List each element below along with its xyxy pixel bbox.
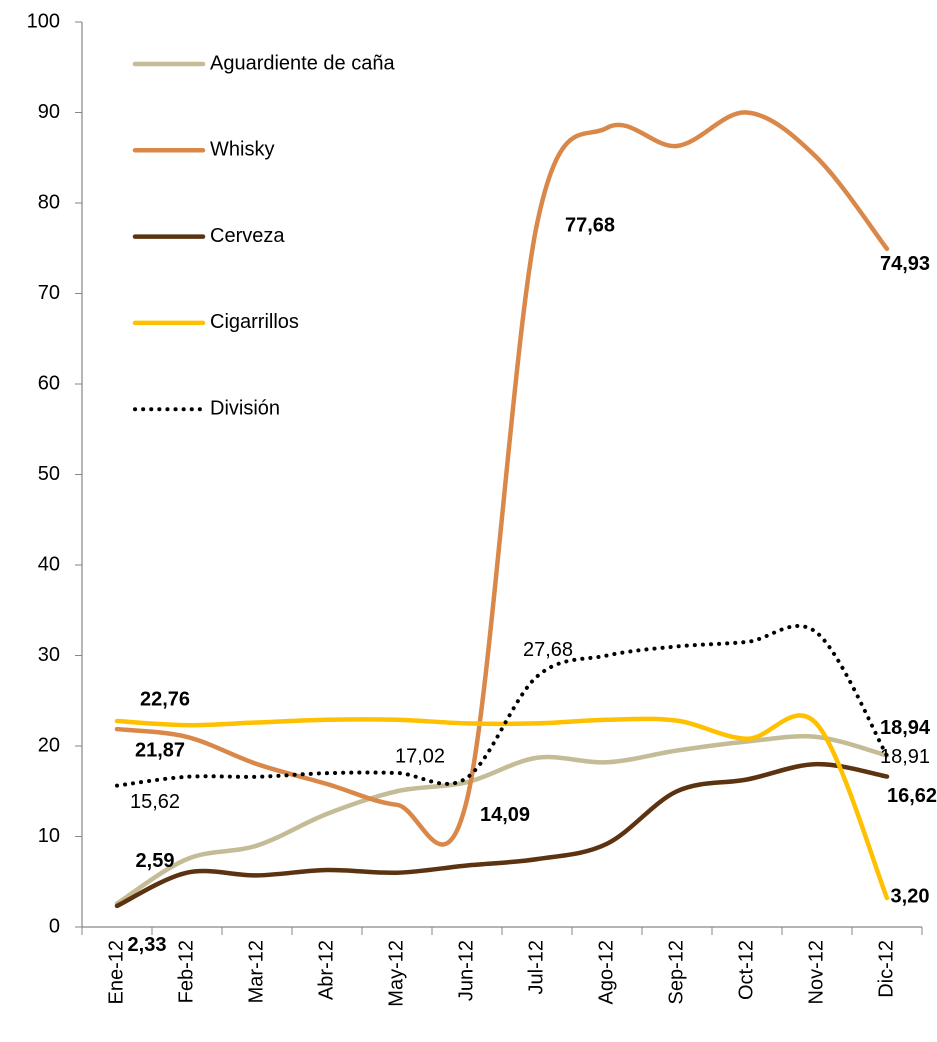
data-label: 18,94	[880, 717, 931, 739]
x-tick-label: Ago-12	[595, 940, 617, 1005]
legend-label: Cigarrillos	[210, 311, 299, 333]
legend-label: División	[210, 397, 280, 419]
data-label: 27,68	[523, 639, 573, 661]
y-tick-label: 0	[49, 915, 60, 937]
x-tick-label: Nov-12	[805, 940, 827, 1004]
x-tick-label: Jun-12	[455, 940, 477, 1001]
x-tick-label: Abr-12	[315, 940, 337, 1000]
data-label: 18,91	[880, 746, 930, 768]
series-line	[114, 110, 890, 847]
data-label: 21,87	[135, 739, 185, 761]
x-tick-label: Sep-12	[665, 940, 687, 1005]
y-tick-label: 10	[38, 825, 60, 847]
series-line	[114, 734, 890, 906]
y-tick-label: 80	[38, 191, 60, 213]
data-label: 2,59	[136, 850, 175, 872]
data-label: 15,62	[130, 791, 180, 813]
series-line	[114, 761, 890, 909]
legend-label: Cerveza	[210, 225, 285, 247]
data-label: 3,20	[891, 885, 930, 907]
x-tick-label: Mar-12	[245, 940, 267, 1003]
legend-label: Aguardiente de caña	[210, 52, 395, 74]
x-tick-label: Dic-12	[875, 940, 897, 998]
series-line	[115, 624, 889, 788]
legend-label: Whisky	[210, 139, 274, 161]
y-tick-label: 60	[38, 372, 60, 394]
series-line	[114, 713, 890, 901]
y-tick-label: 100	[27, 10, 60, 32]
data-label: 2,33	[128, 934, 167, 956]
x-tick-label: Ene-12	[105, 940, 127, 1005]
data-label: 77,68	[565, 214, 615, 236]
data-label: 16,62	[887, 785, 937, 807]
data-label: 22,76	[140, 688, 190, 710]
y-tick-label: 90	[38, 101, 60, 123]
data-label: 74,93	[880, 253, 930, 275]
data-label: 17,02	[395, 745, 445, 767]
x-tick-label: Jul-12	[525, 940, 547, 994]
x-tick-label: May-12	[385, 940, 407, 1007]
x-tick-label: Feb-12	[175, 940, 197, 1003]
x-tick-label: Oct-12	[735, 940, 757, 1000]
y-tick-label: 20	[38, 734, 60, 756]
y-tick-label: 30	[38, 644, 60, 666]
y-tick-label: 50	[38, 463, 60, 485]
y-tick-label: 40	[38, 553, 60, 575]
y-tick-label: 70	[38, 282, 60, 304]
data-label: 14,09	[480, 804, 530, 826]
